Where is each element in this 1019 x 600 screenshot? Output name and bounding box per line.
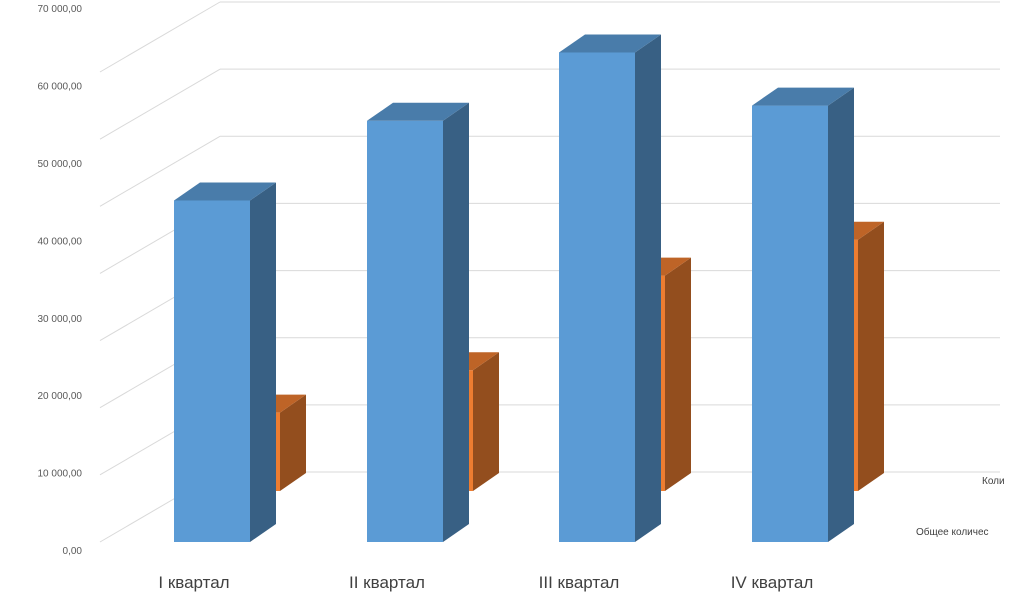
bar-1-back-series-side [280,394,306,491]
y-tick-label: 60 000,00 [38,82,83,93]
y-tick-label: 70 000,00 [38,4,83,15]
series-label-front: Общее количес [916,526,989,538]
bar-4-front-series-top [752,87,854,106]
y-tick-label: 20 000,00 [38,391,83,402]
x-axis-categories: I квартал II квартал III квартал IV квартал [158,573,813,592]
bar-2-front-series [367,102,469,542]
y-tick-label: 10 000,00 [38,469,83,480]
bar-3-front-series-face [559,52,635,543]
bar-3-front-series-side [635,34,661,542]
front-series-bars [174,34,854,543]
gridline-diagonal [99,68,221,140]
bar-4-front-series-side [828,87,854,542]
bar-3-front-series [559,34,661,543]
x-category-label: IV квартал [731,573,814,592]
bar-4-front-series-face [752,105,828,542]
y-tick-label: 0,00 [63,546,83,557]
bar-2-front-series-side [443,102,469,542]
x-category-label: II квартал [349,573,425,592]
bar-4-front-series [752,87,854,542]
x-category-label: III квартал [539,573,620,592]
bar-2-front-series-face [367,120,443,542]
bar-4-back-series-side [858,221,884,491]
bar-1-front-series-face [174,200,250,542]
bar-2-front-series-top [367,102,469,121]
y-tick-label: 40 000,00 [38,236,83,247]
bar-3-front-series-top [559,34,661,53]
y-axis-ticks: 0,00 10 000,00 20 000,00 30 000,00 40 000,00… [38,4,83,557]
bar-1-front-series-top [174,182,276,201]
gridline-diagonal [99,135,221,207]
depth-axis-series-labels: Общее количес Коли [916,476,1005,538]
y-tick-label: 50 000,00 [38,159,83,170]
series-label-back: Коли [982,476,1005,487]
bar-2-back-series-side [473,352,499,491]
bar-1-front-series [174,182,276,542]
bar-1-front-series-side [250,182,276,542]
bar-3-back-series-side [665,257,691,491]
x-category-label: I квартал [158,573,229,592]
gridline-diagonal [99,1,221,73]
y-tick-label: 30 000,00 [38,314,83,325]
